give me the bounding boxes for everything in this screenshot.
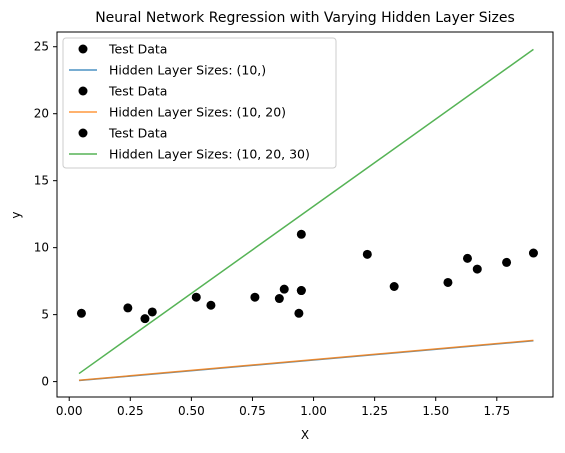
test-data-point [443, 277, 453, 287]
test-data-point [472, 264, 482, 274]
legend-label: Test Data [108, 84, 167, 99]
y-tick-label: 0 [41, 375, 49, 389]
y-axis: 0 5 10 15 20 25 [34, 40, 57, 389]
y-tick-label: 20 [34, 107, 49, 121]
test-data-point [147, 307, 157, 317]
series-line-3 [78, 48, 534, 375]
x-tick-label: 0.25 [117, 404, 144, 418]
test-data-point [76, 308, 86, 318]
x-tick-label: 1.25 [361, 404, 388, 418]
test-data-point [296, 286, 306, 296]
test-data-point [502, 257, 512, 267]
legend-label: Hidden Layer Sizes: (10,) [109, 63, 266, 78]
plot-area [76, 48, 538, 382]
x-tick-label: 0.75 [239, 404, 266, 418]
y-tick-label: 10 [34, 241, 49, 255]
x-tick-label: 1.50 [422, 404, 449, 418]
legend-label: Test Data [108, 42, 167, 57]
legend-frame [62, 37, 337, 169]
series-line-2 [78, 339, 534, 382]
x-tick-label: 1.75 [483, 404, 510, 418]
test-data-point [250, 292, 260, 302]
legend-marker-icon [78, 86, 88, 96]
test-data-point [279, 284, 289, 294]
legend-label: Test Data [108, 126, 167, 141]
y-tick-label: 15 [34, 174, 49, 188]
chart-title: Neural Network Regression with Varying H… [95, 10, 515, 26]
legend-label: Hidden Layer Sizes: (10, 20, 30) [109, 147, 310, 162]
x-tick-label: 1.00 [300, 404, 327, 418]
legend-marker-icon [78, 128, 88, 138]
test-data-point [528, 248, 538, 258]
x-tick-label: 0.00 [56, 404, 83, 418]
x-axis-label: X [301, 428, 309, 442]
test-data-point [123, 303, 133, 313]
test-data-point [362, 249, 372, 259]
test-data-point [296, 229, 306, 239]
y-tick-label: 25 [34, 40, 49, 54]
test-data-point [462, 253, 472, 263]
x-axis: 0.00 0.25 0.50 0.75 1.00 1.25 1.50 1.75 [56, 397, 510, 418]
legend: Test Data Hidden Layer Sizes: (10,) Test D… [62, 37, 337, 169]
test-data-point [389, 282, 399, 291]
y-tick-label: 5 [41, 308, 49, 322]
legend-marker-icon [78, 44, 88, 54]
test-data-point [274, 294, 284, 304]
legend-label: Hidden Layer Sizes: (10, 20) [109, 105, 286, 120]
test-data-point [206, 300, 216, 310]
plot-frame [56, 31, 554, 398]
test-data-point [140, 314, 150, 324]
x-tick-label: 0.50 [178, 404, 205, 418]
test-data-point [191, 292, 201, 302]
y-axis-label: y [9, 211, 23, 218]
test-data-point [294, 308, 304, 318]
